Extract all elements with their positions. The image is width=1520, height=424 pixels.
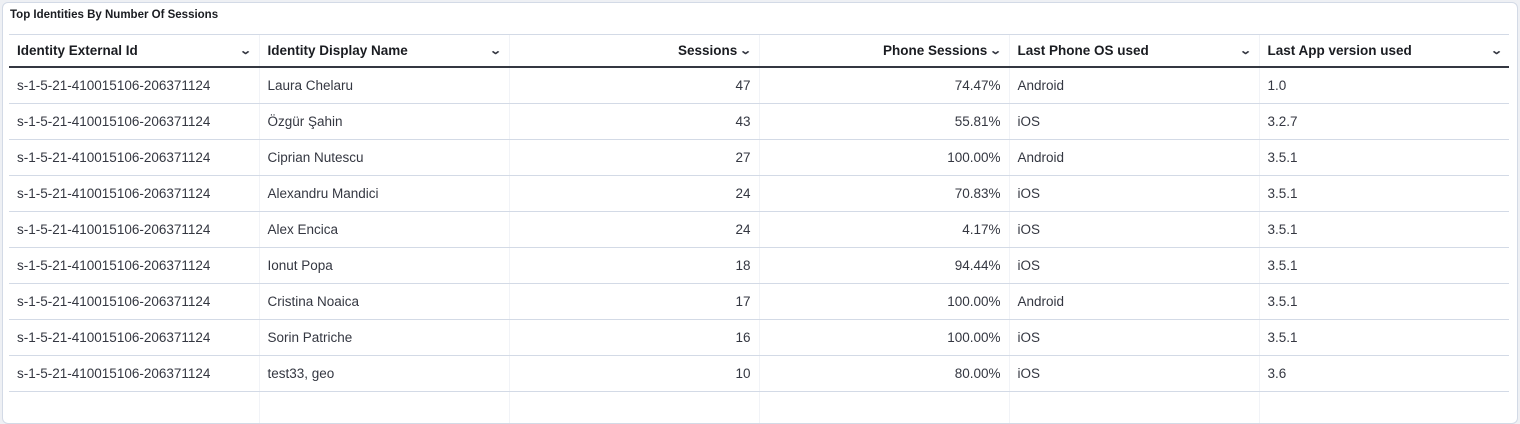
table-cell: s-1-5-21-410015106-206371124 <box>9 248 259 284</box>
table-cell: 17 <box>509 284 759 320</box>
table-cell: 10 <box>509 356 759 392</box>
table-cell: 27 <box>509 140 759 176</box>
table-cell: Alexandru Mandici <box>259 176 509 212</box>
table-cell: Özgür Şahin <box>259 104 509 140</box>
table-cell: iOS <box>1009 248 1259 284</box>
table-cell: 3.5.1 <box>1259 248 1509 284</box>
table-cell <box>1009 392 1259 424</box>
table-cell: 74.47% <box>759 67 1009 104</box>
table-cell: 3.5.1 <box>1259 284 1509 320</box>
column-header[interactable]: Phone Sessions⌄ <box>759 35 1009 68</box>
table-cell: s-1-5-21-410015106-206371124 <box>9 284 259 320</box>
table-cell: iOS <box>1009 212 1259 248</box>
chevron-down-icon[interactable]: ⌄ <box>1490 44 1503 57</box>
table-cell: Android <box>1009 67 1259 104</box>
table-cell: 1.0 <box>1259 67 1509 104</box>
table-cell: 47 <box>509 67 759 104</box>
table-cell: Ionut Popa <box>259 248 509 284</box>
table-cell: s-1-5-21-410015106-206371124 <box>9 212 259 248</box>
table-cell: 43 <box>509 104 759 140</box>
table-cell: Android <box>1009 140 1259 176</box>
table-row-partial <box>9 392 1509 424</box>
table-cell: 24 <box>509 212 759 248</box>
table-cell: iOS <box>1009 104 1259 140</box>
table-cell: 24 <box>509 176 759 212</box>
table-cell: 16 <box>509 320 759 356</box>
table-cell <box>509 392 759 424</box>
chevron-down-icon[interactable]: ⌄ <box>739 44 752 57</box>
table-cell: s-1-5-21-410015106-206371124 <box>9 104 259 140</box>
table-cell: 3.5.1 <box>1259 140 1509 176</box>
table-cell: s-1-5-21-410015106-206371124 <box>9 320 259 356</box>
column-label: Last Phone OS used <box>1018 43 1149 58</box>
table-cell: 94.44% <box>759 248 1009 284</box>
chevron-down-icon[interactable]: ⌄ <box>489 44 502 57</box>
table-cell: 100.00% <box>759 320 1009 356</box>
table-cell: 18 <box>509 248 759 284</box>
table-cell: 3.5.1 <box>1259 320 1509 356</box>
table-cell: 55.81% <box>759 104 1009 140</box>
table-cell: 3.2.7 <box>1259 104 1509 140</box>
table-cell: s-1-5-21-410015106-206371124 <box>9 176 259 212</box>
table-cell: Alex Encica <box>259 212 509 248</box>
column-header[interactable]: Identity External Id ⌄ <box>9 35 259 68</box>
table-cell <box>9 392 259 424</box>
column-label: Identity External Id <box>17 43 138 58</box>
column-header[interactable]: Last App version used ⌄ <box>1259 35 1509 68</box>
table-cell: 100.00% <box>759 140 1009 176</box>
identities-table: Identity External Id⌄Identity Display Na… <box>9 34 1509 424</box>
table-cell <box>759 392 1009 424</box>
header-row: Identity External Id⌄Identity Display Na… <box>9 35 1509 68</box>
column-header[interactable]: Sessions⌄ <box>509 35 759 68</box>
table-cell: Cristina Noaica <box>259 284 509 320</box>
table-cell: Sorin Patriche <box>259 320 509 356</box>
table-cell: 3.6 <box>1259 356 1509 392</box>
table-cell: Ciprian Nutescu <box>259 140 509 176</box>
chevron-down-icon[interactable]: ⌄ <box>1239 44 1252 57</box>
table-cell: 3.5.1 <box>1259 212 1509 248</box>
table-cell <box>1259 392 1509 424</box>
table-cell: 80.00% <box>759 356 1009 392</box>
table-cell: s-1-5-21-410015106-206371124 <box>9 356 259 392</box>
column-label: Identity Display Name <box>268 43 408 58</box>
table-cell: Android <box>1009 284 1259 320</box>
table-cell: 4.17% <box>759 212 1009 248</box>
table-cell: test33, geo <box>259 356 509 392</box>
table-cell: 3.5.1 <box>1259 176 1509 212</box>
table-cell: iOS <box>1009 176 1259 212</box>
panel-title: Top Identities By Number Of Sessions <box>10 9 218 21</box>
column-label: Phone Sessions <box>883 43 987 58</box>
chevron-down-icon[interactable]: ⌄ <box>989 44 1002 57</box>
table-cell: Laura Chelaru <box>259 67 509 104</box>
table-cell: s-1-5-21-410015106-206371124 <box>9 140 259 176</box>
table-cell <box>259 392 509 424</box>
table-cell: iOS <box>1009 356 1259 392</box>
chevron-down-icon[interactable]: ⌄ <box>239 44 252 57</box>
column-label: Last App version used <box>1268 43 1412 58</box>
table-cell: 70.83% <box>759 176 1009 212</box>
table-cell: s-1-5-21-410015106-206371124 <box>9 67 259 104</box>
column-label: Sessions <box>678 43 737 58</box>
column-header[interactable]: Identity Display Name ⌄ <box>259 35 509 68</box>
column-header[interactable]: Last Phone OS used ⌄ <box>1009 35 1259 68</box>
table-cell: 100.00% <box>759 284 1009 320</box>
table-cell: iOS <box>1009 320 1259 356</box>
